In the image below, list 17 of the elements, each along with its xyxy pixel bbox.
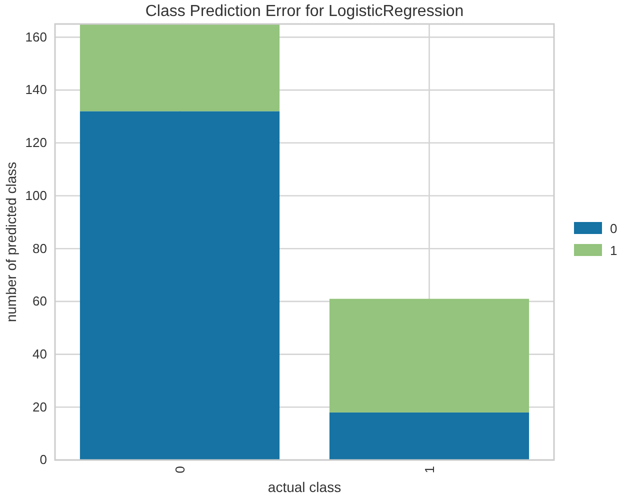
bar [80,111,280,460]
bar [329,298,530,412]
y-tick-label: 100 [25,188,47,203]
chart-title: Class Prediction Error for LogisticRegression [145,3,464,20]
bar [80,24,280,112]
y-tick-label: 80 [32,240,47,256]
y-axis-title: number of predicted class [3,162,19,322]
x-axis-title: actual class [268,479,342,495]
legend-label: 0 [610,221,618,236]
legend-label: 1 [610,243,618,258]
y-tick-label: 20 [32,399,47,414]
y-tick-label: 160 [25,29,47,44]
y-tick-label: 140 [25,82,47,98]
y-tick-label: 40 [32,346,47,362]
bar [329,412,530,460]
y-tick-label: 60 [32,294,47,309]
y-tick-label: 120 [25,135,47,150]
